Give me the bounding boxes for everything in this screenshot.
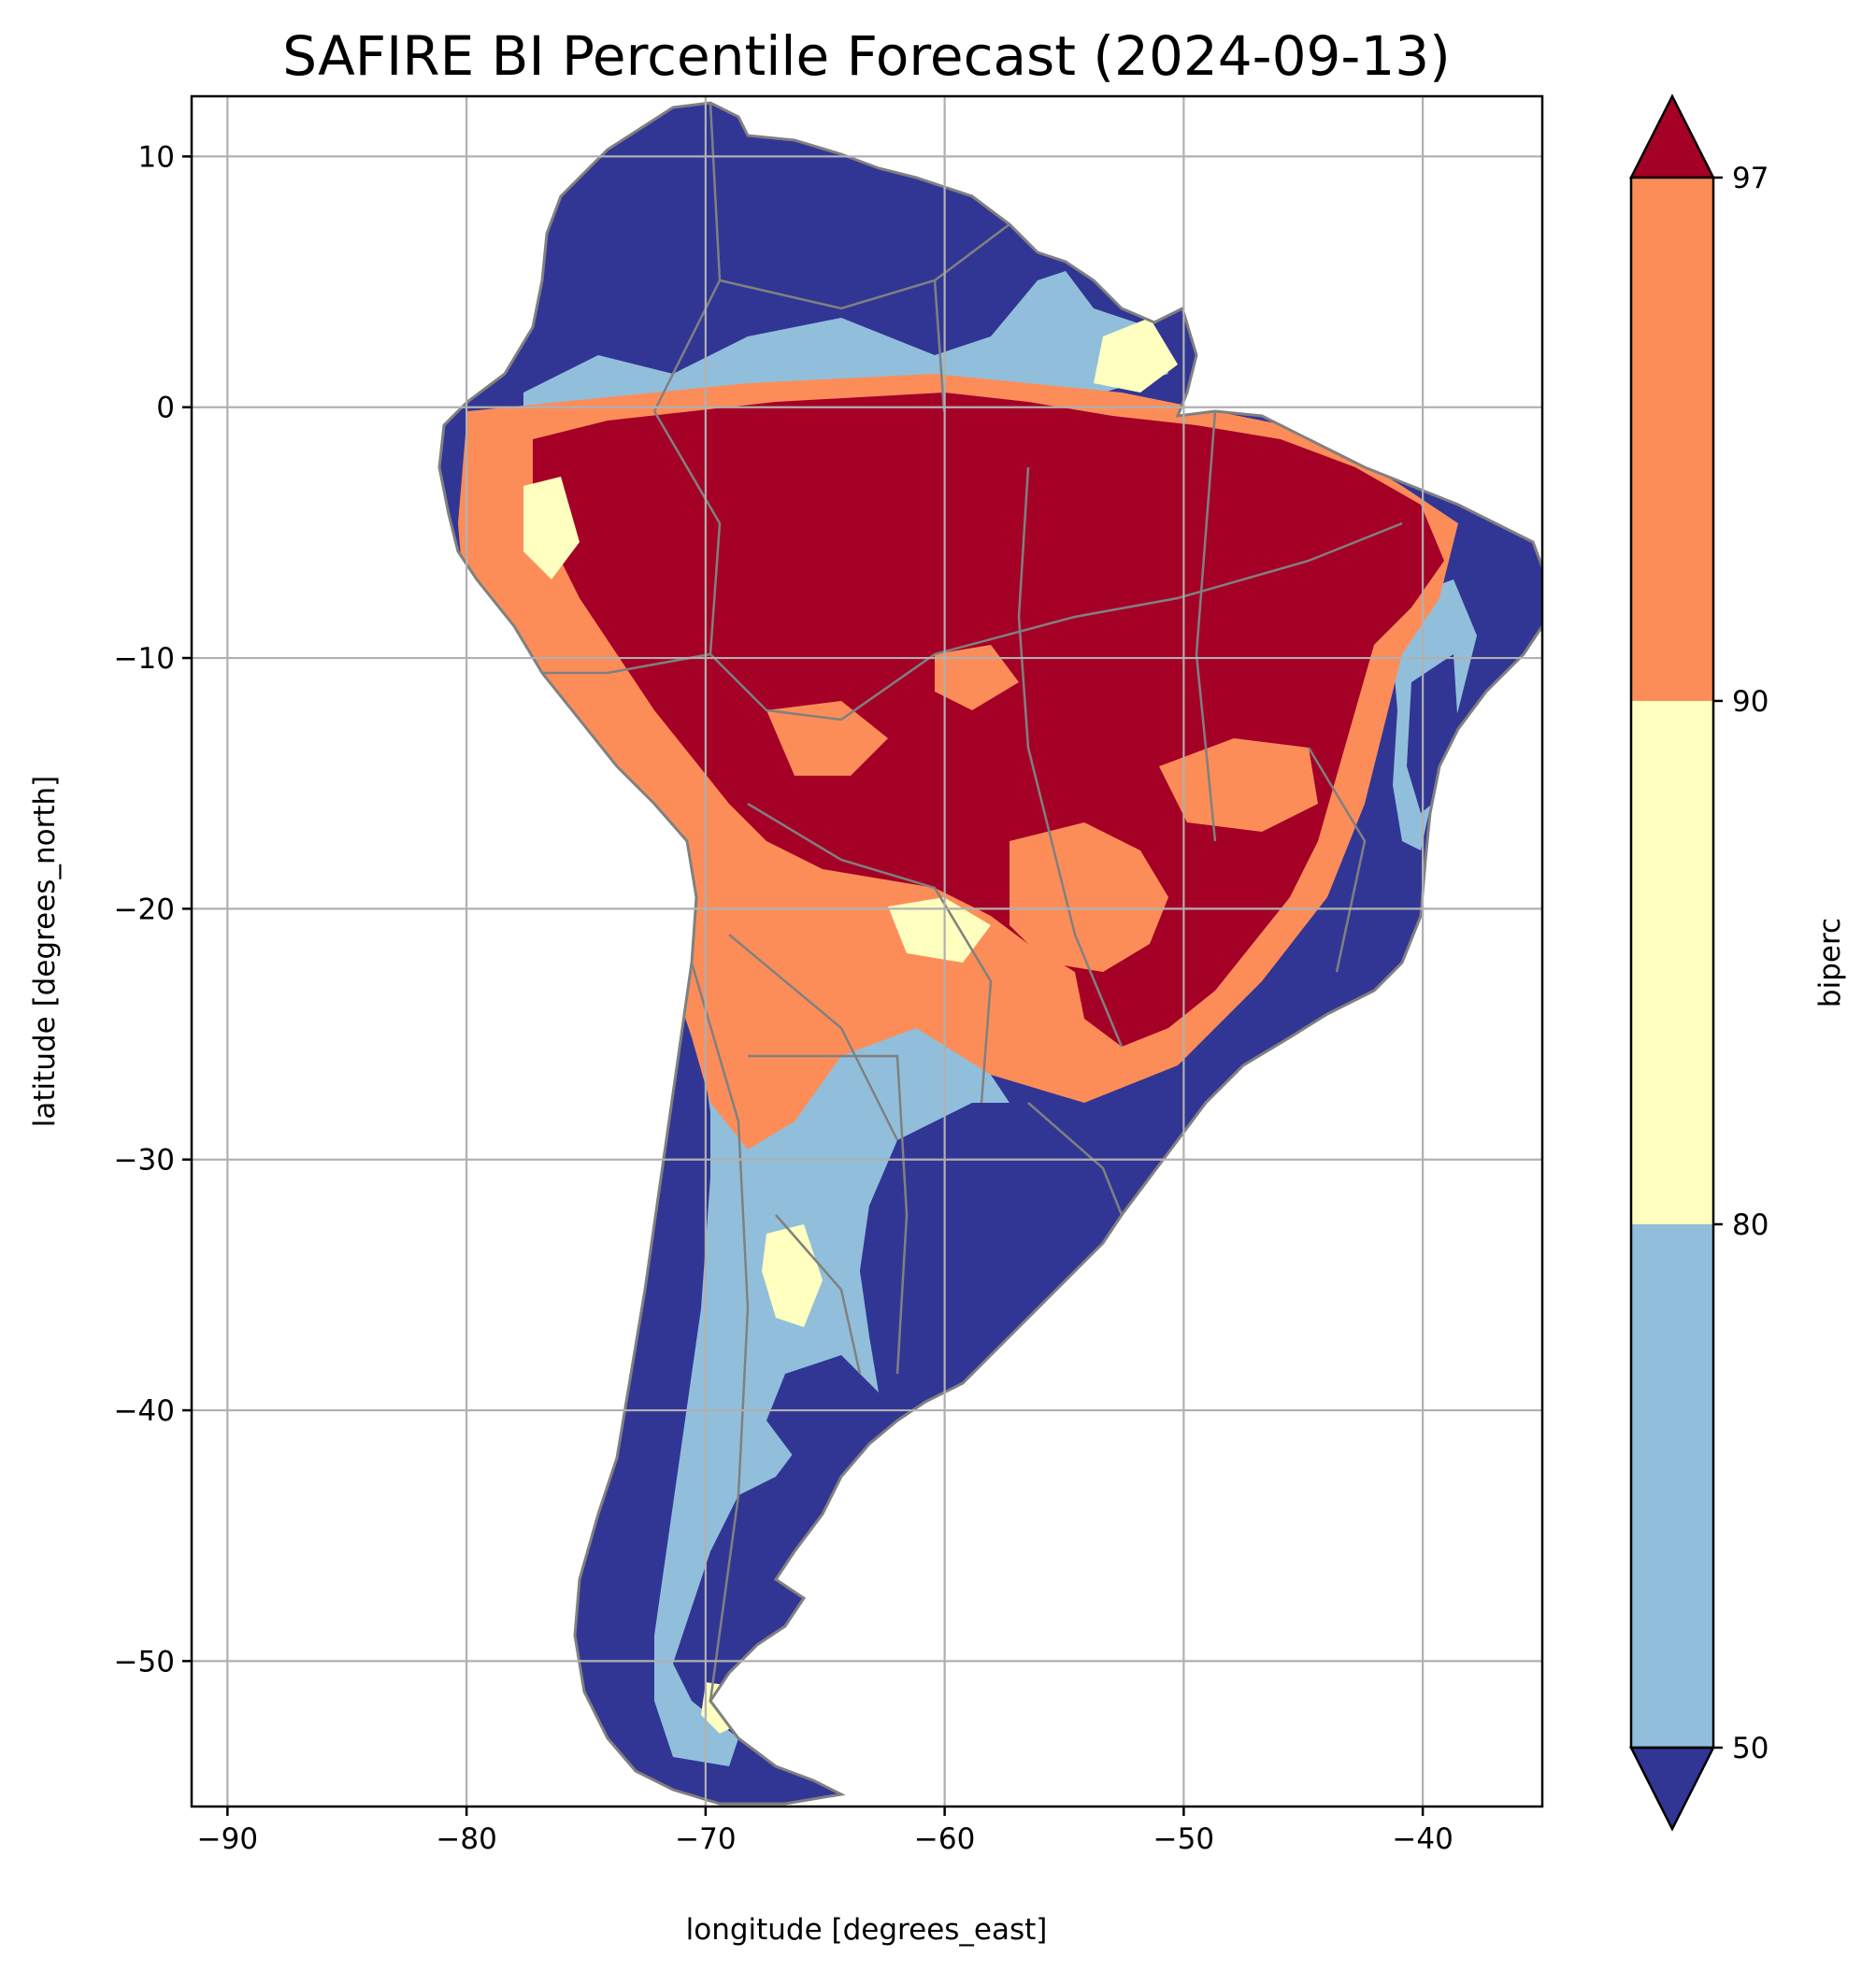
region-central-blue — [766, 1355, 879, 1458]
continent-outline — [437, 101, 1542, 1806]
region-yellow-andes — [523, 477, 580, 579]
region-north-yellow — [1094, 318, 1178, 393]
colorbar-segment-50-80 — [1631, 1224, 1713, 1748]
region-orange-patch-4 — [935, 645, 1019, 710]
colorbar-tick-label: 90 — [1732, 685, 1769, 719]
colorbar-tick-label: 97 — [1732, 162, 1769, 195]
x-tick-label: −60 — [914, 1822, 975, 1856]
colorbar-tick-label: 80 — [1732, 1208, 1769, 1242]
map-area — [437, 101, 1542, 1806]
y-tick-label: −40 — [114, 1394, 175, 1428]
x-tick-label: −80 — [436, 1822, 496, 1856]
region-orange-patch-1 — [1010, 822, 1168, 972]
axes-frame — [190, 94, 1544, 1808]
colorbar-extend-bottom — [1628, 1746, 1716, 1832]
region-yellow-chaco — [888, 897, 991, 963]
x-tick-label: −90 — [197, 1822, 258, 1856]
y-tick-label: 0 — [156, 392, 175, 425]
y-tick-label: −30 — [114, 1144, 175, 1178]
y-tick-label: 10 — [138, 140, 175, 174]
colorbar-tick-label: 50 — [1732, 1732, 1769, 1765]
biperc-field — [439, 103, 1542, 1804]
colorbar-extend-top — [1628, 93, 1716, 179]
x-axis-label: longitude [degrees_east] — [686, 1913, 1048, 1947]
x-tick-label: −70 — [675, 1822, 736, 1856]
x-tick-label: −50 — [1153, 1822, 1214, 1856]
colorbar-ticks: 50 80 90 97 — [1713, 162, 1769, 1765]
colorbar: 50 80 90 97 biperc — [1628, 93, 1847, 1832]
y-axis-ticks: 10 0 −10 −20 −30 −40 −50 — [114, 140, 192, 1678]
colorbar-label: biperc — [1813, 918, 1847, 1007]
colorbar-segment-90-97 — [1631, 178, 1713, 701]
y-tick-label: −10 — [114, 642, 175, 676]
y-tick-label: −20 — [114, 893, 175, 926]
region-darkred-core — [533, 393, 1444, 1047]
grid-lines — [192, 96, 1542, 1807]
region-southeast-blue — [860, 1103, 1178, 1393]
region-orange-patch-2 — [1159, 738, 1318, 832]
y-axis-label: latitude [degrees_north] — [28, 776, 62, 1127]
colorbar-frame — [1629, 176, 1715, 1750]
colorbar-segment-80-90 — [1631, 701, 1713, 1224]
region-orange-patch-3 — [766, 701, 888, 776]
y-tick-label: −50 — [114, 1645, 175, 1678]
x-axis-ticks: −90 −80 −70 −60 −50 −40 — [197, 1807, 1454, 1856]
x-tick-label: −40 — [1392, 1822, 1453, 1856]
internal-borders — [542, 102, 1403, 1702]
chart-title: SAFIRE BI Percentile Forecast (2024-09-1… — [282, 24, 1451, 88]
